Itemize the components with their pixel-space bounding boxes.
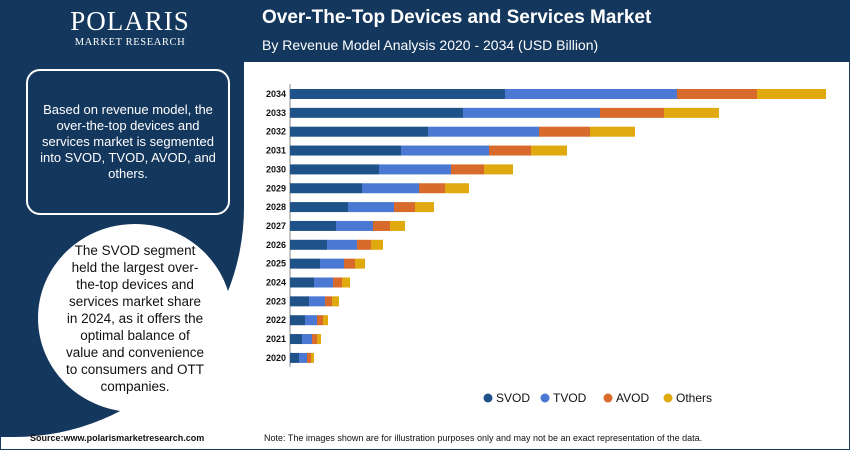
bar-segment-tvod — [348, 202, 394, 213]
legend-label-others: Others — [676, 391, 712, 405]
bar-segment-svod — [290, 107, 463, 118]
bar-segment-svod — [290, 126, 428, 137]
y-tick-label: 2023 — [266, 296, 286, 306]
bar-segment-others — [342, 277, 350, 288]
bar-segment-svod — [290, 315, 305, 326]
bar-segment-others — [332, 296, 339, 307]
bar-segment-others — [531, 145, 567, 156]
bar-segment-svod — [290, 183, 362, 194]
legend-label-avod: AVOD — [616, 391, 649, 405]
y-tick-label: 2031 — [266, 146, 286, 156]
stacked-bar-chart: 2034 2033 2032 2031 2030 2029 2028 2027 2026 2025… — [266, 84, 826, 405]
bar-segment-tvod — [401, 145, 489, 156]
legend-marker-tvod — [540, 393, 550, 403]
bar-segment-avod — [344, 258, 355, 269]
brand-logo: POLARIS MARKET RESEARCH — [60, 6, 200, 49]
y-tick-label: 2028 — [266, 202, 286, 212]
bar-segment-others — [415, 202, 434, 213]
bar-segment-avod — [307, 352, 311, 363]
y-tick-label: 2020 — [266, 353, 286, 363]
legend-label-svod: SVOD — [496, 391, 530, 405]
bar-segment-others — [311, 352, 314, 363]
bar-segment-tvod — [327, 239, 357, 250]
y-tick-label: 2034 — [266, 89, 286, 99]
bar-segment-others — [323, 315, 328, 326]
bar-segment-others — [355, 258, 365, 269]
bar-segment-tvod — [463, 107, 600, 118]
source-text: Source:www.polarismarketresearch.com — [30, 433, 205, 443]
bar-segment-avod — [489, 145, 531, 156]
bar-segment-svod — [290, 352, 299, 363]
bar-segment-avod — [325, 296, 332, 307]
bar-segment-svod — [290, 164, 379, 175]
bar-segment-tvod — [428, 126, 539, 137]
brand-subtitle: MARKET RESEARCH — [74, 37, 186, 48]
bar-segment-others — [590, 126, 635, 137]
segment-description: Based on revenue model, the over-the-top… — [26, 69, 230, 215]
brand-name: POLARIS — [70, 6, 190, 36]
segment-description-text: Based on revenue model, the over-the-top… — [40, 102, 216, 181]
y-tick-label: 2024 — [266, 278, 286, 288]
bar-segment-tvod — [302, 334, 312, 345]
bar-segment-tvod — [379, 164, 451, 175]
bar-segment-others — [484, 164, 513, 175]
bar-segment-avod — [394, 202, 415, 213]
y-tick-label: 2025 — [266, 259, 286, 269]
bar-segment-svod — [290, 89, 505, 99]
bar-segment-tvod — [305, 315, 317, 326]
bar-segment-avod — [312, 334, 317, 345]
legend-marker-others — [663, 393, 673, 403]
svod-highlight: The SVOD segment held the largest over-t… — [38, 224, 232, 412]
footer: Source:www.polarismarketresearch.com Not… — [0, 428, 850, 450]
bar-segment-svod — [290, 334, 302, 345]
bar-segment-avod — [333, 277, 342, 288]
y-tick-label: 2029 — [266, 183, 286, 193]
legend-marker-avod — [603, 393, 613, 403]
bar-segment-svod — [290, 145, 401, 156]
bar-segment-others — [757, 89, 826, 99]
disclaimer-note: Note: The images shown are for illustrat… — [264, 433, 703, 443]
legend-label-tvod: TVOD — [553, 391, 587, 405]
bar-segment-avod — [539, 126, 590, 137]
header-band — [0, 0, 850, 62]
bar-segment-tvod — [309, 296, 325, 307]
bar-segment-avod — [373, 220, 390, 231]
bar-segment-tvod — [336, 220, 373, 231]
bar-segment-others — [317, 334, 321, 345]
bar-segment-others — [390, 220, 405, 231]
bar-segment-others — [664, 107, 719, 118]
y-tick-label: 2030 — [266, 164, 286, 174]
bar-segment-svod — [290, 202, 348, 213]
bar-segment-tvod — [362, 183, 419, 194]
y-tick-label: 2027 — [266, 221, 286, 231]
bar-segment-avod — [600, 107, 664, 118]
legend-marker-svod — [483, 393, 493, 403]
bar-segment-avod — [357, 239, 371, 250]
bar-segment-tvod — [505, 89, 677, 99]
svod-highlight-text: The SVOD segment held the largest over-t… — [65, 242, 205, 394]
bar-segment-avod — [451, 164, 484, 175]
bar-segment-tvod — [299, 352, 307, 363]
bar-segment-svod — [290, 258, 320, 269]
bar-segment-tvod — [314, 277, 333, 288]
bar-segment-avod — [317, 315, 323, 326]
bar-segment-svod — [290, 220, 336, 231]
bar-segment-avod — [419, 183, 445, 194]
bar-segment-avod — [677, 89, 757, 99]
chart-subtitle: By Revenue Model Analysis 2020 - 2034 (U… — [262, 37, 599, 53]
bar-segment-svod — [290, 239, 327, 250]
chart-area: 2034 2033 2032 2031 2030 2029 2028 2027 2026 2025… — [250, 80, 846, 420]
y-tick-label: 2022 — [266, 315, 286, 325]
bar-segment-others — [371, 239, 383, 250]
y-tick-label: 2021 — [266, 334, 286, 344]
chart-title: Over-The-Top Devices and Services Market — [262, 7, 652, 28]
bar-segment-tvod — [320, 258, 344, 269]
y-tick-label: 2033 — [266, 108, 286, 118]
bar-segment-others — [445, 183, 469, 194]
bar-segment-svod — [290, 296, 309, 307]
y-tick-label: 2026 — [266, 240, 286, 250]
y-tick-label: 2032 — [266, 127, 286, 137]
bar-segment-svod — [290, 277, 314, 288]
